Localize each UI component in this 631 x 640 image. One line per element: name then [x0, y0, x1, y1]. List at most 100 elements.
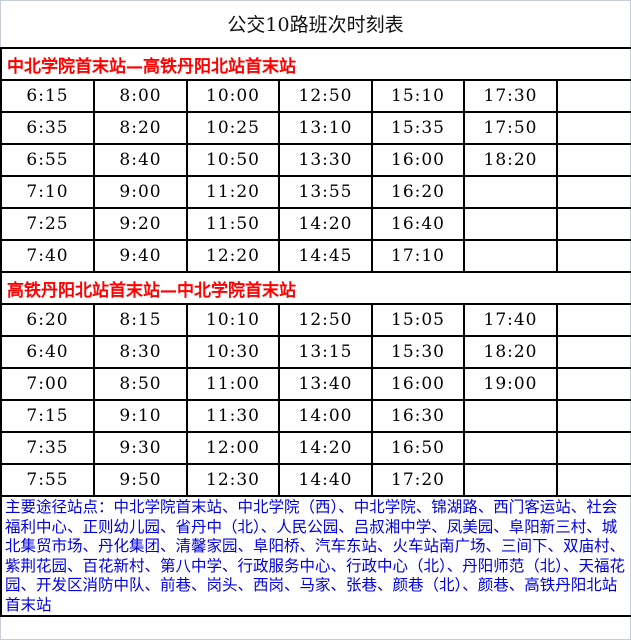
departure-time-cell	[555, 207, 631, 241]
departure-time-cell: 6:55	[0, 143, 95, 177]
departure-time-cell: 7:10	[0, 175, 95, 209]
departure-time-cell	[463, 207, 558, 241]
table-row: 7:10 9:00 11:20 13:55 16:20	[0, 175, 631, 209]
departure-time-cell: 7:40	[0, 239, 95, 273]
departure-time-cell	[555, 175, 631, 209]
table-row: 6:40 8:30 10:30 13:15 15:30 18:20	[0, 335, 631, 369]
departure-time-cell: 12:50	[278, 303, 373, 337]
route-stops-text: 主要途径站点：中北学院首末站、中北学院（西）、中北学院、锦湖路、西门客运站、社会…	[0, 495, 631, 617]
departure-time-cell: 16:00	[371, 367, 465, 401]
departure-time-cell	[463, 399, 558, 433]
departure-time-cell: 12:30	[186, 463, 280, 497]
table-row: 7:00 8:50 11:00 13:40 16:00 19:00	[0, 367, 631, 401]
departure-time-cell	[463, 175, 558, 209]
departure-time-cell	[555, 143, 631, 177]
departure-time-cell: 13:55	[278, 175, 373, 209]
departure-time-cell: 7:25	[0, 207, 95, 241]
table-row: 6:55 8:40 10:50 13:30 16:00 18:20	[0, 143, 631, 177]
departure-time-cell: 19:00	[463, 367, 558, 401]
departure-time-cell: 11:30	[186, 399, 280, 433]
departure-time-cell: 16:00	[371, 143, 465, 177]
departure-time-cell: 12:20	[186, 239, 280, 273]
departure-time-cell: 17:30	[463, 79, 558, 113]
departure-time-cell: 13:30	[278, 143, 373, 177]
table-row: 7:35 9:30 12:00 14:20 16:50	[0, 431, 631, 465]
departure-time-cell: 7:15	[0, 399, 95, 433]
departure-time-cell	[555, 79, 631, 113]
departure-time-cell: 8:50	[93, 367, 188, 401]
table-row: 6:15 8:00 10:00 12:50 15:10 17:30	[0, 79, 631, 113]
departure-time-cell	[555, 431, 631, 465]
departure-time-cell: 17:40	[463, 303, 558, 337]
departure-time-cell: 6:20	[0, 303, 95, 337]
departure-time-cell: 18:20	[463, 143, 558, 177]
departure-time-cell	[555, 399, 631, 433]
stops-row: 主要途径站点：中北学院首末站、中北学院（西）、中北学院、锦湖路、西门客运站、社会…	[0, 495, 631, 617]
departure-time-cell: 14:00	[278, 399, 373, 433]
departure-time-cell: 9:00	[93, 175, 188, 209]
table-row: 7:15 9:10 11:30 14:00 16:30	[0, 399, 631, 433]
departure-time-cell: 12:50	[278, 79, 373, 113]
departure-time-cell: 16:20	[371, 175, 465, 209]
departure-time-cell: 16:30	[371, 399, 465, 433]
departure-time-cell: 10:10	[186, 303, 280, 337]
departure-time-cell: 9:30	[93, 431, 188, 465]
direction-header-row: 中北学院首末站—高铁丹阳北站首末站	[0, 47, 631, 81]
departure-time-cell: 15:10	[371, 79, 465, 113]
departure-time-cell: 9:50	[93, 463, 188, 497]
table-row: 7:55 9:50 12:30 14:40 17:20	[0, 463, 631, 497]
departure-time-cell	[555, 367, 631, 401]
departure-time-cell: 17:10	[371, 239, 465, 273]
departure-time-cell: 14:40	[278, 463, 373, 497]
departure-time-cell	[463, 463, 558, 497]
departure-time-cell: 6:15	[0, 79, 95, 113]
departure-time-cell	[463, 239, 558, 273]
departure-time-cell: 13:15	[278, 335, 373, 369]
departure-time-cell: 7:35	[0, 431, 95, 465]
departure-time-cell: 6:35	[0, 111, 95, 145]
departure-time-cell: 18:20	[463, 335, 558, 369]
departure-time-cell: 7:00	[0, 367, 95, 401]
departure-time-cell: 16:50	[371, 431, 465, 465]
table-row: 7:25 9:20 11:50 14:20 16:40	[0, 207, 631, 241]
departure-time-cell: 8:15	[93, 303, 188, 337]
departure-time-cell: 8:40	[93, 143, 188, 177]
table-row: 6:35 8:20 10:25 13:10 15:35 17:50	[0, 111, 631, 145]
departure-time-cell: 17:20	[371, 463, 465, 497]
direction-header-row: 高铁丹阳北站首末站—中北学院首末站	[0, 271, 631, 305]
departure-time-cell: 10:50	[186, 143, 280, 177]
departure-time-cell: 11:00	[186, 367, 280, 401]
departure-time-cell: 9:20	[93, 207, 188, 241]
departure-time-cell: 9:40	[93, 239, 188, 273]
departure-time-cell	[555, 111, 631, 145]
departure-time-cell: 14:45	[278, 239, 373, 273]
departure-time-cell	[555, 335, 631, 369]
timetable: 中北学院首末站—高铁丹阳北站首末站 6:15 8:00 10:00 12:50 15:10…	[0, 47, 631, 617]
departure-time-cell: 13:10	[278, 111, 373, 145]
departure-time-cell	[463, 431, 558, 465]
page-title: 公交10路班次时刻表	[227, 14, 404, 36]
table-row: 6:20 8:15 10:10 12:50 15:05 17:40	[0, 303, 631, 337]
departure-time-cell	[555, 303, 631, 337]
departure-time-cell: 13:40	[278, 367, 373, 401]
departure-time-cell: 9:10	[93, 399, 188, 433]
departure-time-cell: 8:20	[93, 111, 188, 145]
departure-time-cell: 12:00	[186, 431, 280, 465]
departure-time-cell: 6:40	[0, 335, 95, 369]
departure-time-cell: 15:35	[371, 111, 465, 145]
departure-time-cell: 8:00	[93, 79, 188, 113]
direction-label: 高铁丹阳北站首末站—中北学院首末站	[0, 271, 631, 305]
departure-time-cell	[555, 463, 631, 497]
departure-time-cell: 14:20	[278, 207, 373, 241]
departure-time-cell: 8:30	[93, 335, 188, 369]
table-row: 7:40 9:40 12:20 14:45 17:10	[0, 239, 631, 273]
departure-time-cell: 10:00	[186, 79, 280, 113]
departure-time-cell: 15:30	[371, 335, 465, 369]
departure-time-cell: 11:50	[186, 207, 280, 241]
departure-time-cell: 7:55	[0, 463, 95, 497]
direction-label: 中北学院首末站—高铁丹阳北站首末站	[0, 47, 631, 81]
departure-time-cell	[555, 239, 631, 273]
departure-time-cell: 15:05	[371, 303, 465, 337]
departure-time-cell: 10:30	[186, 335, 280, 369]
departure-time-cell: 16:40	[371, 207, 465, 241]
